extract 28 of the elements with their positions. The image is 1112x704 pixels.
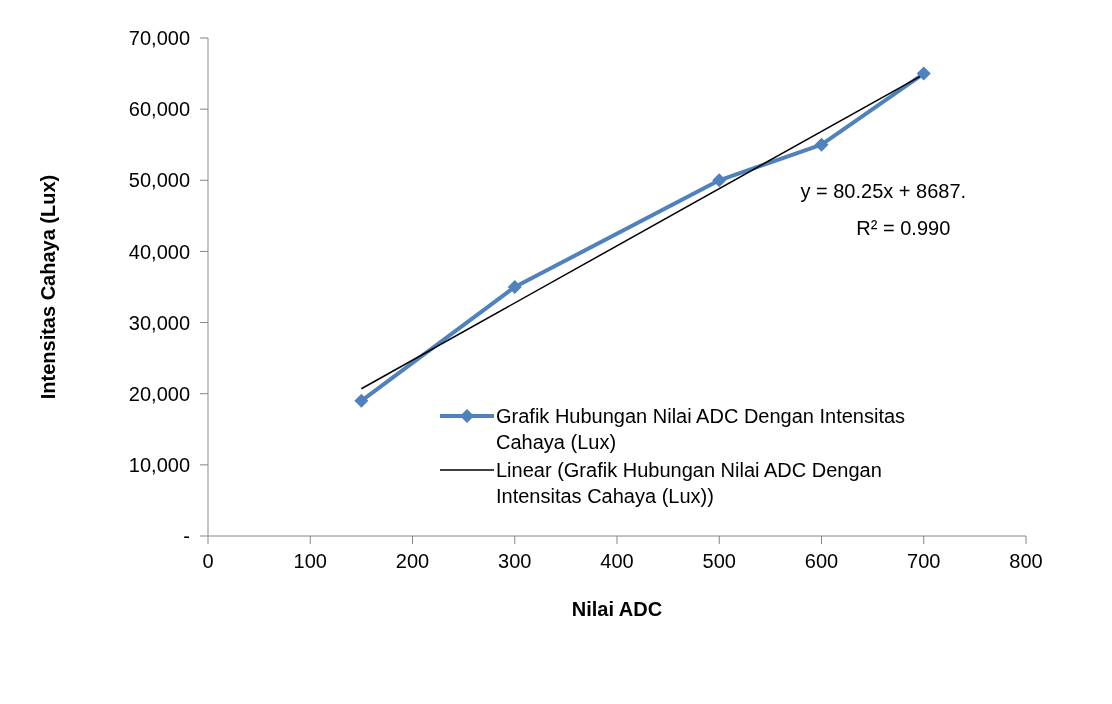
y-tick-label: 70,000 bbox=[128, 27, 190, 50]
annotation: y = 80.25x + 8687. bbox=[800, 180, 967, 202]
x-tick-label: 100 bbox=[293, 550, 327, 573]
point bbox=[916, 66, 931, 81]
y-tick-label: 30,000 bbox=[128, 311, 190, 334]
y-tick-label: 50,000 bbox=[128, 169, 190, 192]
point bbox=[712, 173, 727, 188]
legend-label: Grafik Hubungan Nilai ADC Dengan Intensitas Cahaya (Lux) bbox=[496, 404, 907, 455]
x-tick-label: 500 bbox=[702, 550, 736, 573]
x-tick-label: 800 bbox=[1009, 550, 1043, 573]
x-tick-label: 200 bbox=[395, 550, 430, 573]
y-tick-label: 10,000 bbox=[128, 453, 190, 476]
y-tick-label: 60,000 bbox=[128, 98, 190, 121]
x-axis-title: Nilai ADC bbox=[571, 598, 663, 620]
legend-label: Linear (Grafik Hubungan Nilai ADC Dengan Intensitas Cahaya (Lux)) bbox=[496, 458, 883, 509]
point bbox=[507, 280, 522, 294]
x-tick-label: 700 bbox=[907, 550, 941, 573]
y-tick-label: 40,000 bbox=[128, 240, 190, 263]
point bbox=[814, 137, 829, 152]
y-tick-label: 20,000 bbox=[128, 382, 190, 405]
annotation: R² = 0.990 bbox=[856, 217, 951, 239]
point bbox=[354, 393, 369, 408]
x-tick-label: 300 bbox=[498, 550, 532, 573]
x-tick-label: 0 bbox=[202, 550, 214, 573]
x-tick-label: 600 bbox=[804, 550, 839, 573]
y-axis-title: Intensitas Cahaya (Lux) bbox=[37, 174, 60, 400]
y-tick-label: - bbox=[183, 525, 190, 548]
x-tick-label: 400 bbox=[600, 550, 634, 573]
